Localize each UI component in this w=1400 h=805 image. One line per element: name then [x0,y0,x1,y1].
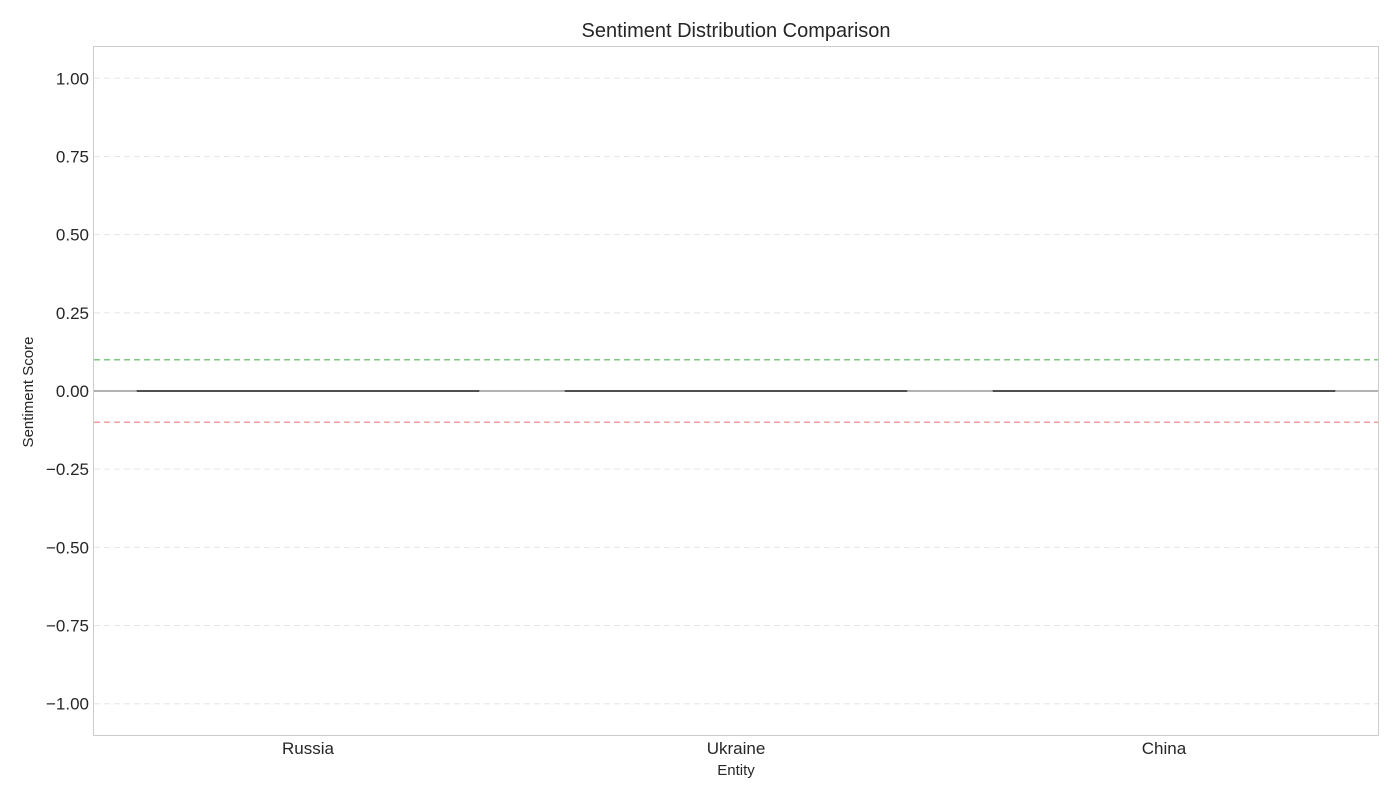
y-tick-label: 0.25 [56,304,89,323]
x-axis-label: Entity [717,762,755,779]
y-tick-label: 0.50 [56,226,89,245]
y-tick-label: −0.25 [46,460,89,479]
y-axis-label: Sentiment Score [20,337,37,448]
y-tick-label: 0.75 [56,147,89,166]
y-tick-label: −0.75 [46,617,89,636]
y-tick-label: −1.00 [46,695,89,714]
chart-title: Sentiment Distribution Comparison [581,20,890,42]
y-tick-label: −0.50 [46,538,89,557]
x-tick-label: Russia [282,739,335,758]
x-tick-label: China [1142,739,1187,758]
y-tick-label: 0.00 [56,382,89,401]
x-tick-label: Ukraine [707,739,766,758]
x-tick-labels: Russia Ukraine China [282,739,1187,758]
y-tick-label: 1.00 [56,69,89,88]
y-tick-labels: 1.00 0.75 0.50 0.25 0.00 −0.25 −0.50 −0.75 −1.00 [46,69,89,713]
